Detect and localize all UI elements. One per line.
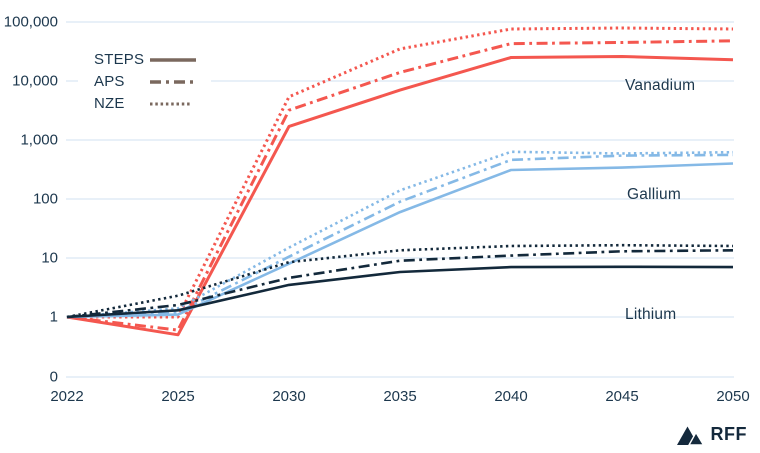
legend-label-nze: NZE — [94, 95, 125, 112]
y-axis-tick-label: 100,000 — [4, 14, 58, 31]
series-line-gallium-steps — [66, 162, 734, 319]
series-label-lithium: Lithium — [625, 306, 677, 323]
series-label-vanadium: Vanadium — [625, 77, 696, 94]
x-axis-tick-label: 2035 — [383, 388, 416, 405]
y-axis-tick-label: 0 — [50, 369, 58, 386]
series-line-vanadium-aps — [66, 39, 734, 332]
series-line-lithium-steps — [66, 265, 734, 319]
legend: STEPS APS NZE — [78, 44, 211, 119]
x-axis-tick-label: 2045 — [605, 388, 638, 405]
series-label-gallium: Gallium — [627, 186, 681, 203]
series-line-vanadium-steps — [66, 55, 734, 337]
y-axis-tick-label: 1 — [50, 309, 58, 326]
legend-line-sample-nze — [150, 102, 190, 105]
legend-label-aps: APS — [94, 73, 125, 90]
series-line-vanadium-nze — [67, 26, 734, 319]
x-axis-tick-label: 2040 — [494, 388, 527, 405]
series-line-gallium-aps — [66, 153, 734, 319]
rff-logo: RFF — [676, 423, 748, 446]
legend-item-steps: STEPS — [94, 50, 197, 69]
y-axis-tick-label: 100 — [33, 191, 58, 208]
legend-line-sample-steps — [150, 57, 196, 62]
series-line-lithium-nze — [66, 243, 734, 319]
legend-line-sample-aps — [150, 79, 196, 84]
rff-wordmark: RFF — [710, 424, 747, 444]
x-axis-tick-label: 2030 — [272, 388, 305, 405]
series-line-gallium-nze — [66, 150, 734, 319]
y-axis-tick-label: 10,000 — [12, 73, 58, 90]
legend-label-steps: STEPS — [94, 51, 145, 68]
legend-item-aps: APS — [94, 72, 197, 91]
x-axis-tick-label: 2025 — [161, 388, 194, 405]
mountains-icon — [676, 426, 704, 446]
y-axis-tick-label: 10 — [41, 250, 58, 267]
x-axis-tick-label: 2050 — [716, 388, 749, 405]
legend-item-nze: NZE — [94, 94, 197, 113]
y-axis-tick-label: 1,000 — [20, 132, 58, 149]
x-axis-tick-label: 2022 — [50, 388, 83, 405]
